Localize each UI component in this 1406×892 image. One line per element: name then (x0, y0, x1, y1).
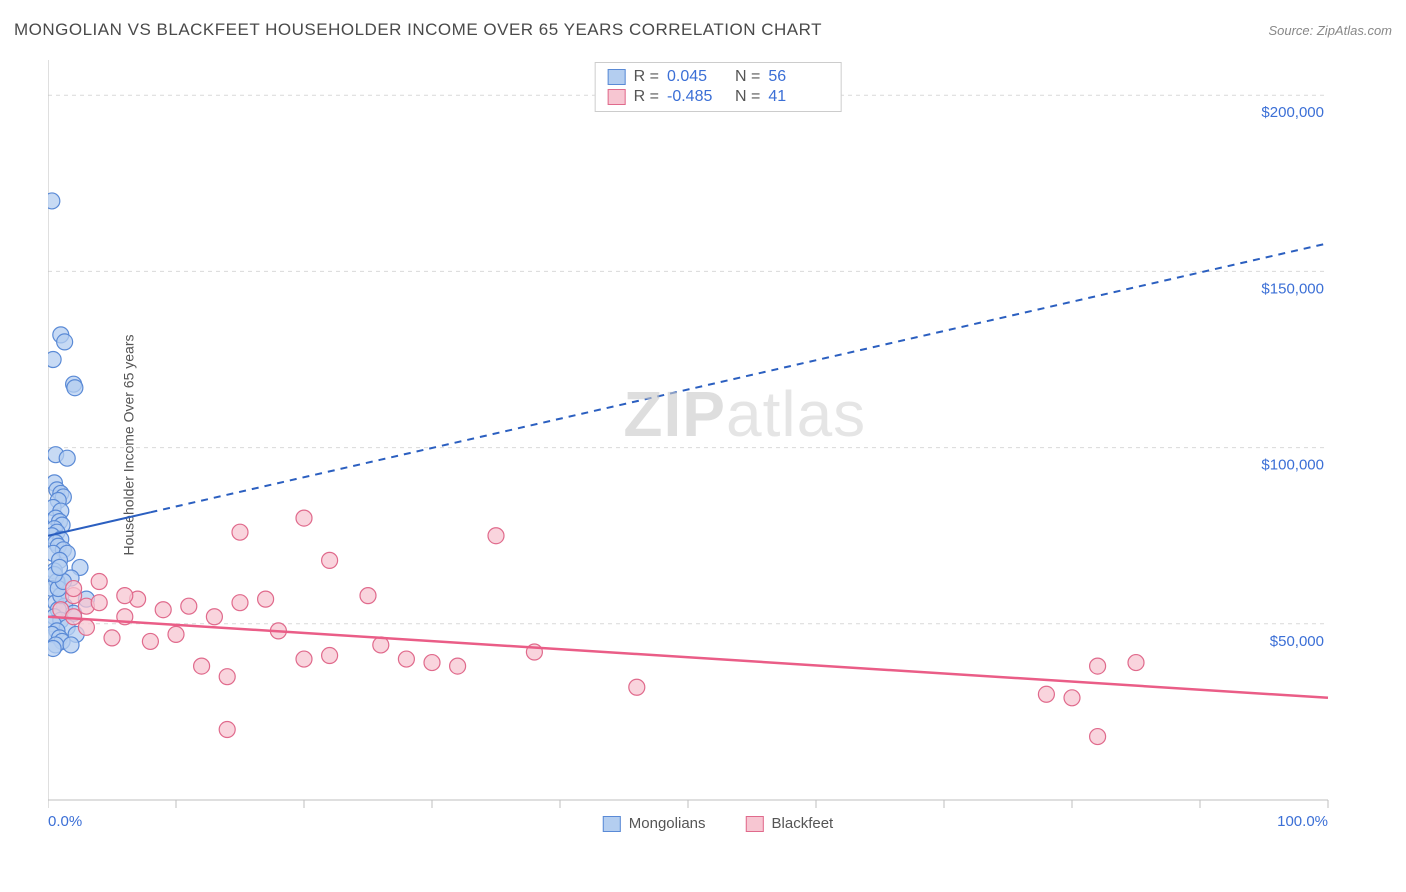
stat-r-mongolians: 0.045 (667, 68, 727, 86)
swatch-blackfeet (746, 816, 764, 832)
stat-n-mongolians: 56 (768, 68, 828, 86)
stat-r-blackfeet: -0.485 (667, 88, 727, 106)
stats-row-blackfeet: R = -0.485 N = 41 (608, 88, 829, 106)
header: MONGOLIAN VS BLACKFEET HOUSEHOLDER INCOM… (14, 20, 1392, 40)
legend-item-blackfeet: Blackfeet (746, 815, 834, 832)
legend-label: Blackfeet (772, 815, 834, 832)
legend-label: Mongolians (629, 815, 706, 832)
stat-n-label: N = (735, 88, 760, 106)
scatter-plot: 0.0% 100.0% $50,000 $100,000 $150,000 $200,00… (48, 60, 1388, 830)
stat-r-label: R = (634, 88, 659, 106)
svg-text:$200,000: $200,000 (1261, 104, 1324, 121)
stat-n-label: N = (735, 68, 760, 86)
svg-text:0.0%: 0.0% (48, 813, 82, 830)
swatch-mongolians (608, 69, 626, 85)
svg-text:$150,000: $150,000 (1261, 280, 1324, 297)
legend-item-mongolians: Mongolians (603, 815, 706, 832)
swatch-mongolians (603, 816, 621, 832)
chart-title: MONGOLIAN VS BLACKFEET HOUSEHOLDER INCOM… (14, 20, 822, 40)
legend-bottom: Mongolians Blackfeet (603, 815, 833, 832)
svg-text:$100,000: $100,000 (1261, 457, 1324, 474)
stat-n-blackfeet: 41 (768, 88, 828, 106)
swatch-blackfeet (608, 89, 626, 105)
stats-legend-box: R = 0.045 N = 56 R = -0.485 N = 41 (595, 62, 842, 112)
svg-text:100.0%: 100.0% (1277, 813, 1328, 830)
source-attribution: Source: ZipAtlas.com (1268, 23, 1392, 38)
chart-area: Householder Income Over 65 years 0.0%100… (48, 60, 1388, 830)
stats-row-mongolians: R = 0.045 N = 56 (608, 68, 829, 86)
svg-text:$50,000: $50,000 (1270, 633, 1324, 650)
stat-r-label: R = (634, 68, 659, 86)
